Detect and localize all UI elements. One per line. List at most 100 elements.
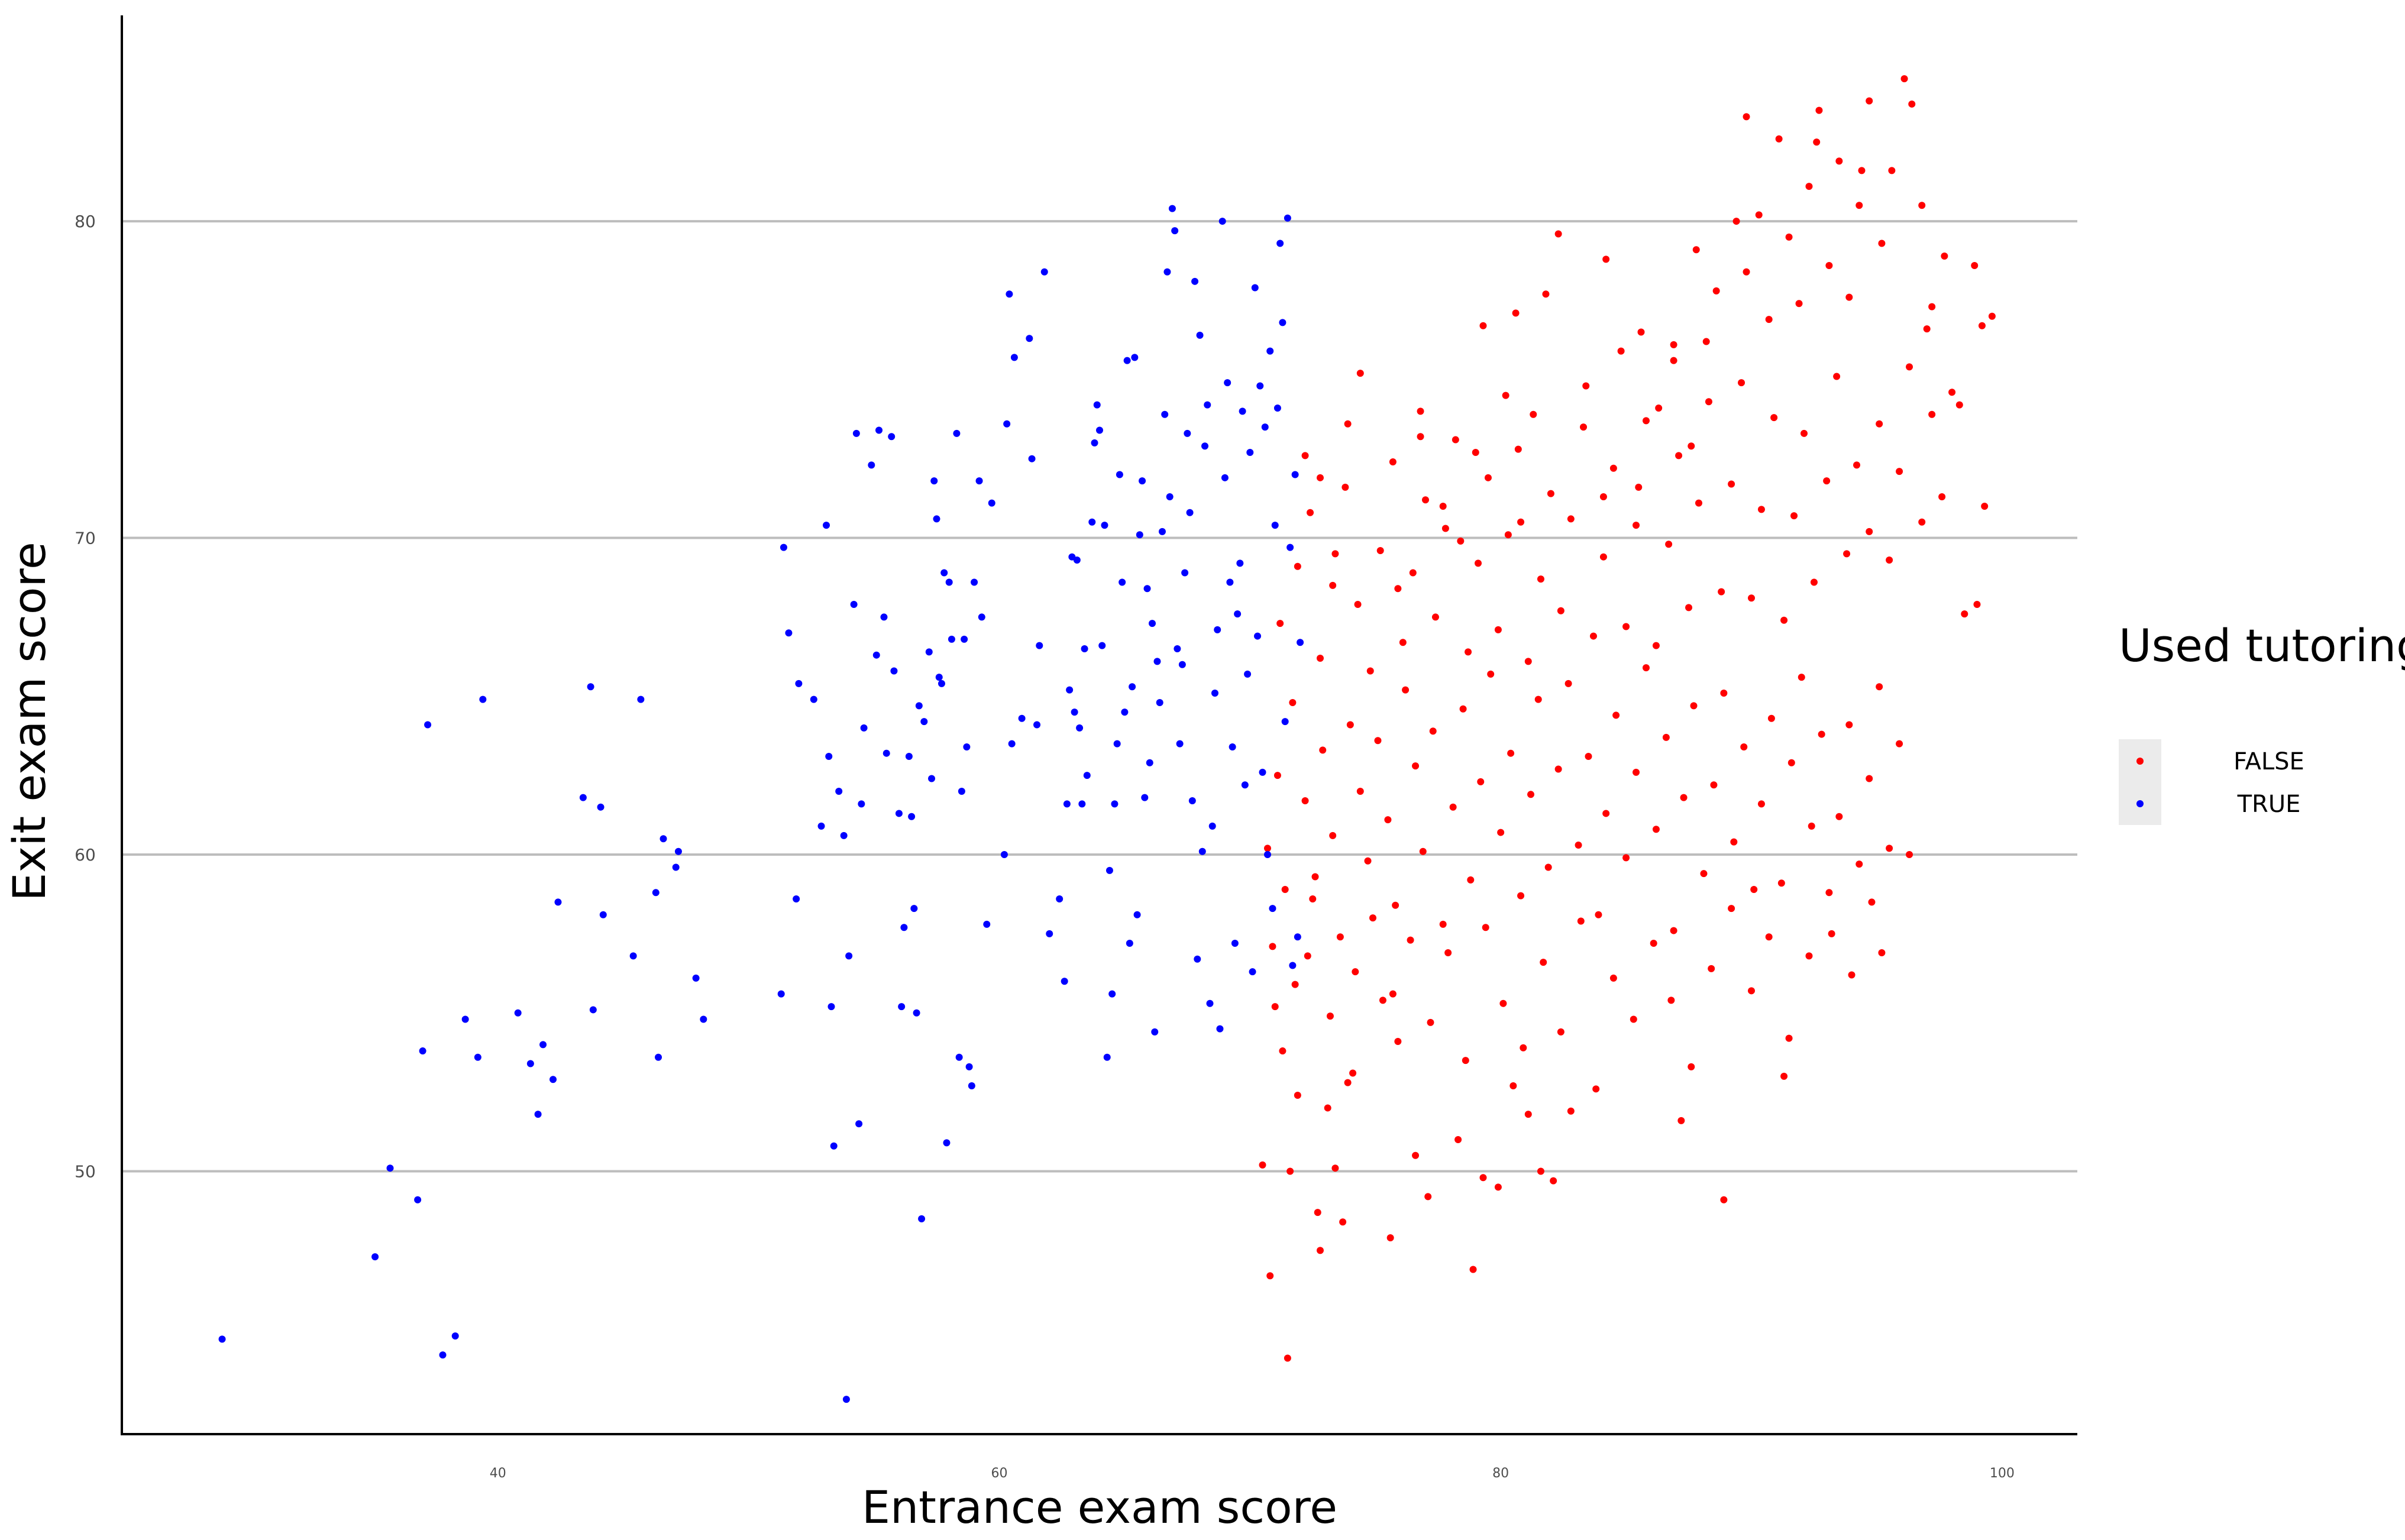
data-point	[1256, 382, 1264, 390]
data-point	[888, 433, 896, 441]
data-point	[1143, 585, 1151, 593]
data-point	[1246, 448, 1254, 456]
data-point	[1479, 322, 1487, 329]
data-point	[1073, 557, 1081, 564]
data-point	[920, 718, 928, 726]
data-point	[1452, 436, 1459, 444]
data-point	[1354, 601, 1362, 609]
data-point	[1394, 585, 1402, 593]
legend-entries: FALSE TRUE	[2136, 748, 2304, 818]
data-point	[1700, 870, 1708, 878]
data-point	[1795, 300, 1803, 308]
data-point	[1507, 749, 1515, 757]
data-point	[1692, 246, 1700, 254]
data-point	[777, 990, 785, 998]
data-point	[1630, 1015, 1637, 1023]
data-point	[1261, 423, 1269, 431]
data-point	[1787, 759, 1795, 766]
data-point	[1003, 420, 1011, 428]
data-point	[1304, 952, 1311, 960]
data-point	[1765, 933, 1773, 941]
data-point	[1251, 284, 1259, 292]
data-point	[1286, 543, 1294, 551]
data-point	[1063, 800, 1071, 808]
data-point	[1738, 379, 1745, 387]
data-point	[1718, 588, 1725, 596]
data-point	[940, 569, 948, 577]
data-point	[961, 635, 968, 643]
data-point	[1224, 379, 1231, 387]
data-point	[1866, 528, 1873, 535]
data-point	[1512, 309, 1520, 317]
data-point	[1542, 290, 1550, 298]
y-tick-label: 80	[75, 212, 96, 231]
data-point	[1226, 578, 1234, 586]
data-point	[1825, 262, 1833, 270]
data-point	[1908, 100, 1916, 108]
data-point	[534, 1111, 542, 1118]
data-point	[1028, 455, 1036, 462]
data-point	[1567, 1107, 1575, 1115]
data-point	[1071, 708, 1078, 716]
data-point	[1918, 202, 1926, 209]
data-point	[1206, 999, 1214, 1007]
data-point	[880, 613, 888, 621]
data-point	[1710, 781, 1718, 789]
data-point	[1888, 167, 1896, 174]
legend-label-false: FALSE	[2233, 748, 2304, 775]
data-point	[1329, 581, 1337, 589]
data-point	[1680, 794, 1688, 801]
data-point	[1352, 968, 1359, 976]
data-point	[1798, 674, 1805, 681]
data-point	[1331, 1164, 1339, 1172]
data-point	[1444, 949, 1452, 957]
axes	[121, 15, 2077, 1435]
data-point	[1524, 1111, 1532, 1118]
data-point	[1617, 347, 1625, 355]
data-point	[827, 1003, 835, 1011]
data-point	[1575, 841, 1582, 849]
data-point	[1504, 531, 1512, 539]
x-tick-label: 40	[490, 1466, 506, 1481]
data-point	[1356, 370, 1364, 377]
data-point	[1346, 721, 1354, 729]
data-point	[978, 613, 985, 621]
data-point	[1828, 930, 1835, 937]
data-point	[1564, 680, 1572, 687]
data-point	[1923, 325, 1931, 333]
data-point	[1146, 759, 1153, 766]
data-point	[1537, 575, 1544, 583]
data-point	[1833, 373, 1841, 380]
data-point	[1886, 557, 1893, 564]
data-point	[1780, 616, 1788, 624]
data-point	[1276, 620, 1284, 627]
data-point	[1900, 75, 1908, 83]
data-point	[1843, 550, 1851, 558]
data-point	[1198, 847, 1206, 855]
data-point	[1848, 971, 1856, 979]
data-point	[439, 1351, 447, 1359]
data-point	[1384, 816, 1392, 824]
data-point	[1720, 689, 1728, 697]
data-point	[1119, 578, 1126, 586]
data-point	[1181, 569, 1189, 577]
data-point	[1835, 813, 1843, 820]
data-point	[1482, 924, 1489, 931]
data-point	[1136, 531, 1143, 539]
data-point	[875, 426, 883, 434]
data-point	[925, 648, 933, 656]
data-point	[1906, 851, 1913, 859]
data-point	[1609, 974, 1617, 982]
data-point	[1113, 740, 1121, 748]
data-point	[1487, 670, 1495, 678]
data-point	[1231, 939, 1239, 947]
data-point	[1484, 474, 1492, 481]
data-point	[1417, 433, 1424, 441]
data-point	[1329, 832, 1337, 839]
data-point	[1554, 765, 1562, 773]
data-point	[597, 803, 605, 811]
data-point	[945, 578, 953, 586]
data-point	[810, 695, 817, 703]
data-point	[845, 952, 853, 960]
data-point	[386, 1164, 394, 1172]
